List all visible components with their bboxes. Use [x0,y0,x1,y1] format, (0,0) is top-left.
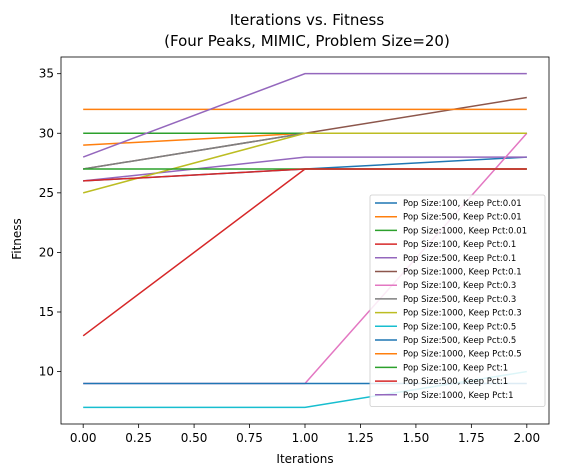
y-tick-label: 20 [39,245,54,259]
series-line-8 [83,132,527,170]
series-line-14 [83,168,527,182]
x-axis-label: Iterations [276,452,333,466]
x-tick-label: 1.75 [458,431,485,445]
y-tick-label: 35 [39,67,54,81]
series-layer [82,72,528,409]
y-tick-label: 15 [39,305,54,319]
legend: Pop Size:100, Keep Pct:0.01 Pop Size:500,… [369,194,546,407]
legend-label-15: Pop Size:1000, Keep Pct:1 [403,391,514,401]
series-line-15 [82,72,527,158]
legend-label-8: Pop Size:500, Keep Pct:0.3 [403,295,516,305]
x-tick-label: 0.00 [70,431,97,445]
legend-label-10: Pop Size:100, Keep Pct:0.5 [403,322,516,332]
legend-label-4: Pop Size:100, Keep Pct:0.1 [403,240,516,250]
y-tick-label: 10 [39,365,54,379]
legend-label-12: Pop Size:1000, Keep Pct:0.5 [403,350,522,360]
x-tick-label: 0.50 [181,431,208,445]
y-tick-label: 25 [39,186,54,200]
legend-label-14: Pop Size:500, Keep Pct:1 [403,377,508,387]
legend-label-6: Pop Size:1000, Keep Pct:0.1 [403,268,522,278]
axes: 0.00 0.25 0.50 0.75 1.00 1.25 1.50 1.75 2.00 10 15… [39,56,550,445]
y-axis-label: Fitness [10,218,24,260]
x-tick-label: 1.50 [403,431,430,445]
legend-label-5: Pop Size:500, Keep Pct:0.1 [403,254,516,264]
x-tick-label: 1.00 [292,431,319,445]
chart-subtitle: (Four Peaks, MIMIC, Problem Size=20) [164,32,450,50]
legend-label-2: Pop Size:500, Keep Pct:0.01 [403,213,522,223]
legend-box [369,194,546,407]
x-tick-label: 0.75 [236,431,263,445]
legend-label-13: Pop Size:100, Keep Pct:1 [403,363,508,373]
legend-label-3: Pop Size:1000, Keep Pct:0.01 [403,226,527,236]
x-tick-label: 0.25 [125,431,152,445]
x-tick-label: 1.25 [347,431,374,445]
legend-label-9: Pop Size:1000, Keep Pct:0.3 [403,309,522,319]
legend-label-11: Pop Size:500, Keep Pct:0.5 [403,336,516,346]
y-tick-label: 30 [39,126,54,140]
legend-label-7: Pop Size:100, Keep Pct:0.3 [403,281,516,291]
x-tick-label: 2.00 [513,431,540,445]
series-line-2 [83,132,527,146]
chart-title: Iterations vs. Fitness [230,11,385,29]
series-line-9 [82,132,527,194]
legend-label-1: Pop Size:100, Keep Pct:0.01 [403,199,522,209]
